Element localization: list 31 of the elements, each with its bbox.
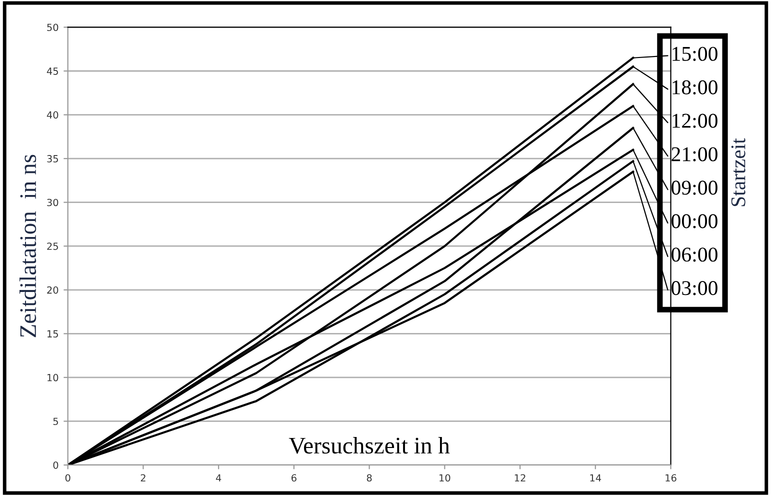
y-axis-title: Zeitdilatation in ns	[19, 154, 36, 338]
y-tick-label: 45	[46, 68, 58, 75]
y-tick-label: 20	[47, 286, 58, 294]
text: 00:00	[672, 214, 718, 228]
y-tick-label: 35	[47, 155, 58, 162]
x-tick-label: 4	[216, 474, 222, 482]
y-tick-label: 40	[46, 111, 58, 119]
x-tick-label: 0	[65, 474, 70, 482]
x-tick-label: 16	[666, 474, 676, 482]
x-tick-label: 10	[440, 474, 450, 482]
x-tick-label: 14	[590, 474, 602, 482]
x-tick-label: 12	[514, 474, 526, 482]
x-tick-label: 2	[140, 474, 146, 482]
legend-label: 18:00	[672, 80, 718, 94]
legend-label: 15:00	[672, 46, 718, 61]
x-axis-title: Versuchszeit in h	[288, 437, 450, 454]
text: 03:00	[672, 281, 718, 296]
text: 21:00	[672, 147, 718, 162]
legend-title: Startzeit	[731, 138, 746, 206]
text: 06:00	[672, 248, 718, 262]
text: 09:00	[672, 180, 718, 195]
x-tick-label: 8	[366, 474, 372, 482]
y-tick-label: 25	[47, 242, 58, 250]
x-tick-label: 6	[292, 474, 296, 482]
y-tick-label: 50	[47, 24, 58, 32]
y-tick-label: 0	[53, 461, 58, 469]
y-tick-label: 5	[53, 418, 58, 426]
y-tick-label: 10	[48, 374, 58, 382]
y-tick-label: 30	[47, 198, 58, 206]
y-tick-label: 15	[48, 330, 58, 338]
text: 12:00	[672, 114, 718, 128]
